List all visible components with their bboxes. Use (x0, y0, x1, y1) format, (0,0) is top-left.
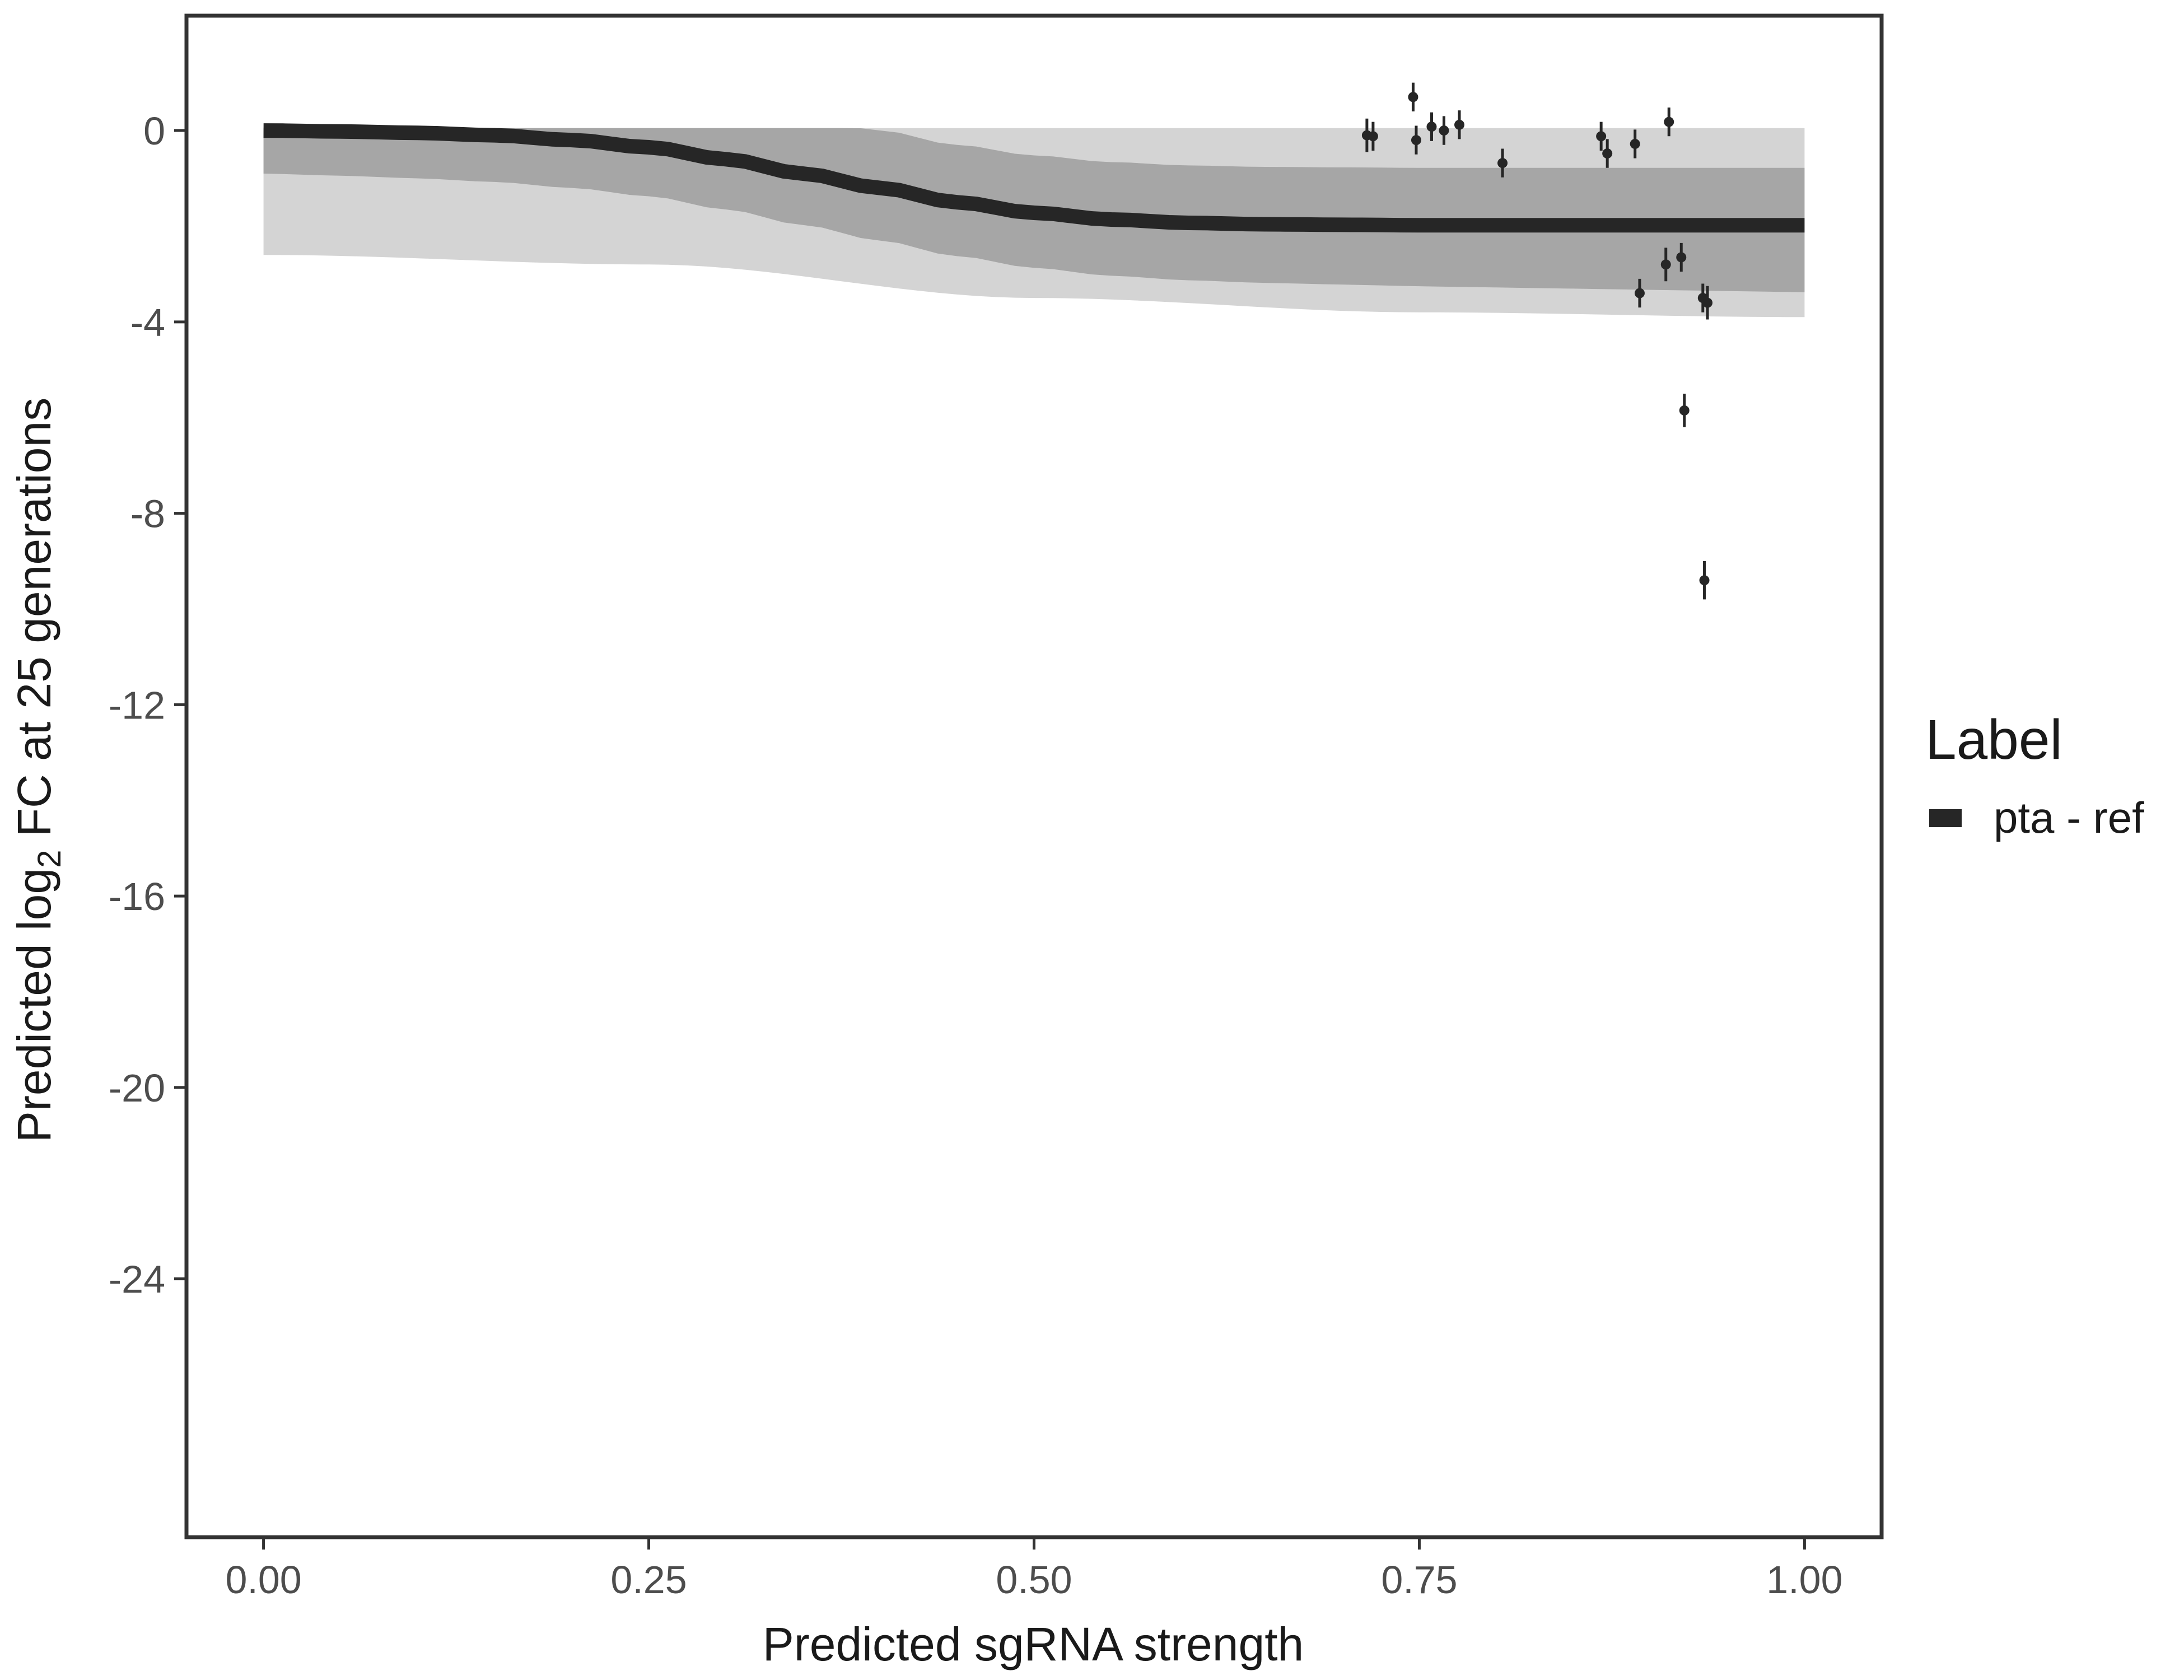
point-marker (1702, 297, 1713, 308)
point-marker (1602, 148, 1613, 159)
data-point (1660, 248, 1671, 282)
data-point (1596, 122, 1607, 151)
y-axis-title: Predicted log2 FC at 25 generations (8, 398, 68, 1142)
data-point (1439, 116, 1449, 145)
point-marker (1660, 259, 1671, 270)
y-axis: 0 -4 -8 -12 -16 -20 -24 (109, 109, 185, 1301)
data-point (1602, 139, 1613, 168)
data-point (1426, 112, 1437, 141)
data-point (1679, 393, 1690, 427)
data-point (1497, 148, 1508, 178)
observed-points (1361, 82, 1713, 600)
point-marker (1679, 405, 1690, 416)
point-marker (1634, 288, 1645, 298)
legend-title: Label (1925, 708, 2062, 771)
fitted-curve (263, 123, 1805, 233)
y-tick-label: -8 (130, 492, 165, 536)
point-marker (1408, 92, 1418, 102)
point-marker (1699, 575, 1710, 586)
legend-key-pta-ref (1929, 809, 1962, 827)
data-point (1664, 108, 1674, 137)
legend-label-pta-ref: pta - ref (1994, 793, 2144, 842)
point-marker (1497, 158, 1508, 169)
x-tick-label: 0.75 (1381, 1558, 1457, 1602)
point-marker (1426, 122, 1437, 132)
data-point (1630, 129, 1640, 158)
x-tick-label: 0.00 (225, 1558, 301, 1602)
y-tick-label: -20 (109, 1066, 165, 1110)
x-axis: 0.00 0.25 0.50 0.75 1.00 (225, 1539, 1843, 1602)
y-tick-label: -12 (109, 683, 165, 727)
point-marker (1439, 125, 1449, 136)
point-marker (1596, 131, 1607, 142)
data-point (1454, 110, 1465, 139)
point-marker (1368, 131, 1378, 142)
y-axis-title-subscript: 2 (31, 850, 68, 868)
legend: Label pta - ref (1925, 708, 2144, 842)
y-tick-label: 0 (143, 109, 165, 153)
data-point (1408, 82, 1418, 111)
point-marker (1630, 138, 1640, 149)
point-marker (1664, 116, 1674, 127)
data-point (1702, 286, 1713, 320)
data-point (1699, 561, 1710, 600)
data-point (1368, 122, 1378, 151)
data-point (1634, 278, 1645, 308)
point-marker (1676, 252, 1687, 263)
point-marker (1454, 119, 1465, 130)
y-axis-title-suffix: FC at 25 generations (8, 398, 60, 850)
x-tick-label: 0.50 (996, 1558, 1072, 1602)
plot-panel-border (184, 13, 1884, 1539)
x-axis-title: Predicted sgRNA strength (763, 1618, 1304, 1670)
data-point (1676, 242, 1687, 272)
data-point (1411, 125, 1421, 155)
y-tick-label: -4 (130, 301, 165, 344)
point-marker (1411, 135, 1421, 146)
fitted-curve-line (263, 123, 1805, 233)
x-tick-label: 1.00 (1766, 1558, 1842, 1602)
x-tick-label: 0.25 (610, 1558, 687, 1602)
y-axis-title-prefix: Predicted log (8, 868, 60, 1142)
y-tick-label: -24 (109, 1258, 165, 1301)
y-tick-label: -16 (109, 875, 165, 918)
